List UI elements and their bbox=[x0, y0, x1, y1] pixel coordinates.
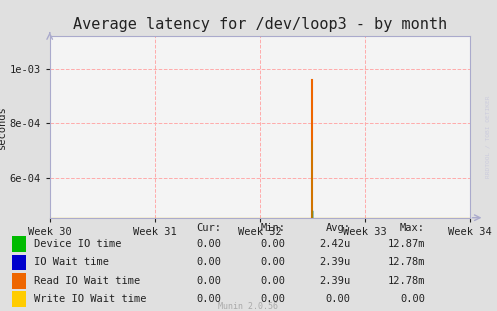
Text: 0.00: 0.00 bbox=[196, 258, 221, 267]
Title: Average latency for /dev/loop3 - by month: Average latency for /dev/loop3 - by mont… bbox=[73, 17, 447, 32]
Y-axis label: seconds: seconds bbox=[0, 105, 6, 149]
Text: Read IO Wait time: Read IO Wait time bbox=[34, 276, 140, 286]
Text: Munin 2.0.56: Munin 2.0.56 bbox=[219, 301, 278, 310]
Text: 2.39u: 2.39u bbox=[319, 276, 350, 286]
Text: 0.00: 0.00 bbox=[196, 239, 221, 249]
Text: 0.00: 0.00 bbox=[261, 239, 286, 249]
Text: Device IO time: Device IO time bbox=[34, 239, 121, 249]
Text: 0.00: 0.00 bbox=[196, 294, 221, 304]
Text: Write IO Wait time: Write IO Wait time bbox=[34, 294, 146, 304]
Text: Max:: Max: bbox=[400, 223, 425, 234]
FancyBboxPatch shape bbox=[12, 255, 26, 270]
Text: IO Wait time: IO Wait time bbox=[34, 258, 109, 267]
Text: 12.78m: 12.78m bbox=[388, 258, 425, 267]
Text: Avg:: Avg: bbox=[326, 223, 350, 234]
Text: Min:: Min: bbox=[261, 223, 286, 234]
Text: 2.42u: 2.42u bbox=[319, 239, 350, 249]
Text: 0.00: 0.00 bbox=[400, 294, 425, 304]
Text: RRDTOOL / TOBI OETIKER: RRDTOOL / TOBI OETIKER bbox=[486, 95, 491, 178]
Text: 0.00: 0.00 bbox=[326, 294, 350, 304]
FancyBboxPatch shape bbox=[12, 236, 26, 252]
Text: 0.00: 0.00 bbox=[261, 294, 286, 304]
Text: 12.87m: 12.87m bbox=[388, 239, 425, 249]
Text: Cur:: Cur: bbox=[196, 223, 221, 234]
Text: 0.00: 0.00 bbox=[196, 276, 221, 286]
Text: 12.78m: 12.78m bbox=[388, 276, 425, 286]
FancyBboxPatch shape bbox=[12, 273, 26, 289]
FancyBboxPatch shape bbox=[12, 291, 26, 307]
Text: 0.00: 0.00 bbox=[261, 276, 286, 286]
Text: 2.39u: 2.39u bbox=[319, 258, 350, 267]
Text: 0.00: 0.00 bbox=[261, 258, 286, 267]
